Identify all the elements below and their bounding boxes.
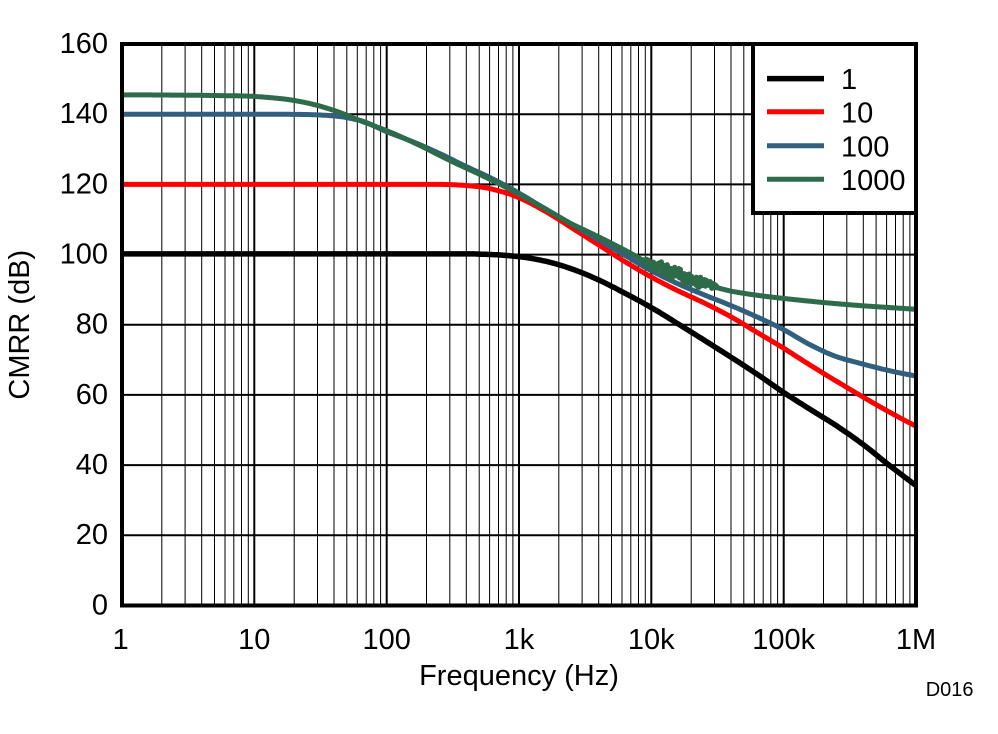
svg-text:CMRR (dB): CMRR (dB) [4, 250, 36, 400]
svg-text:160: 160 [60, 28, 108, 60]
svg-text:1: 1 [841, 64, 857, 96]
svg-text:1: 1 [113, 624, 129, 656]
svg-text:40: 40 [76, 449, 108, 481]
svg-text:80: 80 [76, 309, 108, 341]
svg-text:Frequency (Hz): Frequency (Hz) [419, 660, 619, 692]
svg-text:10: 10 [238, 624, 270, 656]
svg-text:120: 120 [60, 168, 108, 200]
svg-text:100k: 100k [752, 624, 815, 656]
svg-text:1M: 1M [896, 624, 936, 656]
svg-text:1000: 1000 [841, 165, 906, 197]
svg-text:140: 140 [60, 98, 108, 130]
svg-text:20: 20 [76, 519, 108, 551]
svg-text:100: 100 [841, 131, 889, 163]
svg-text:100: 100 [363, 624, 411, 656]
svg-text:100: 100 [60, 239, 108, 271]
svg-text:10: 10 [841, 97, 873, 129]
svg-text:D016: D016 [926, 679, 974, 701]
svg-text:10k: 10k [628, 624, 675, 656]
svg-text:1k: 1k [504, 624, 535, 656]
svg-text:60: 60 [76, 379, 108, 411]
svg-text:0: 0 [92, 589, 108, 621]
